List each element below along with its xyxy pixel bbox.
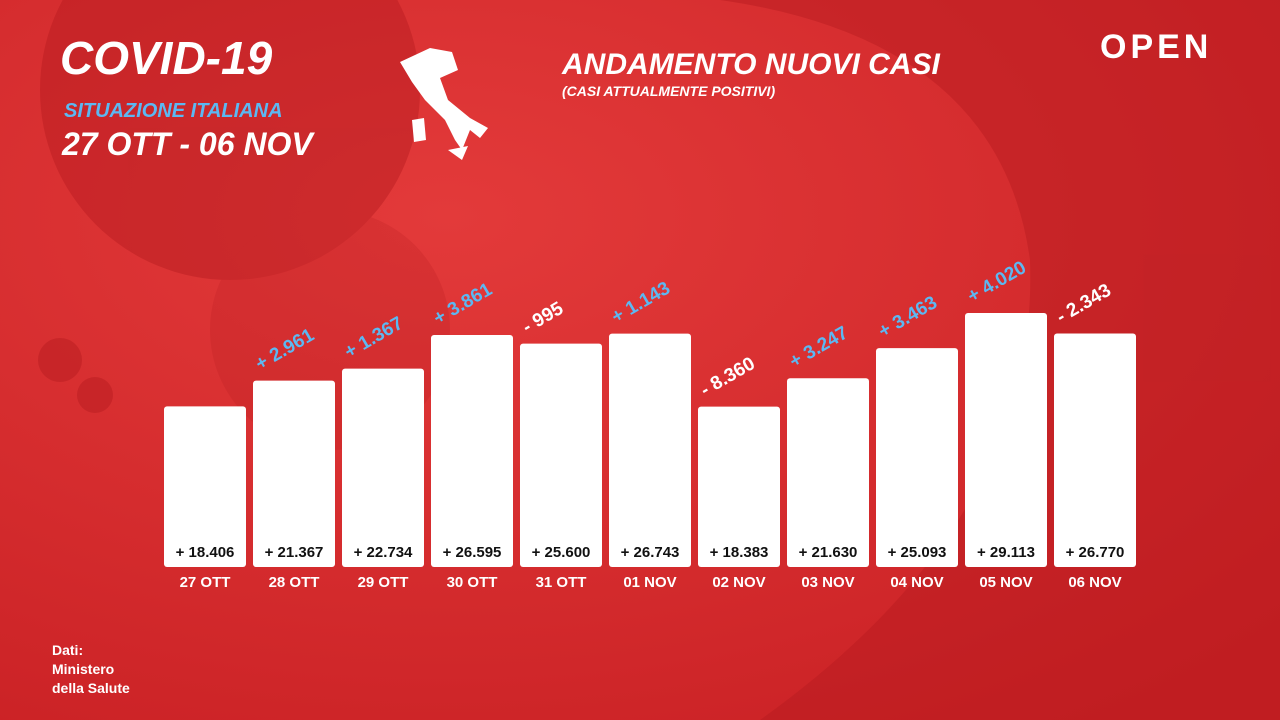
x-tick-label: 05 NOV bbox=[979, 574, 1032, 591]
x-tick-label: 01 NOV bbox=[623, 574, 676, 591]
x-tick-label: 28 OTT bbox=[269, 574, 320, 591]
x-tick-label: 03 NOV bbox=[801, 574, 854, 591]
bar bbox=[164, 406, 246, 567]
x-tick-label: 30 OTT bbox=[447, 574, 498, 591]
value-label: + 29.113 bbox=[977, 544, 1035, 561]
brand-logo: OPEN bbox=[1100, 28, 1212, 66]
value-label: + 21.630 bbox=[799, 544, 858, 561]
source-line: Ministero bbox=[52, 661, 114, 677]
x-tick-label: 29 OTT bbox=[358, 574, 409, 591]
value-label: + 21.367 bbox=[265, 544, 324, 561]
header-period: 27 OTT - 06 NOV bbox=[61, 126, 315, 162]
value-label: + 26.595 bbox=[443, 544, 502, 561]
source-line: Dati: bbox=[52, 642, 83, 658]
value-label: + 26.770 bbox=[1066, 544, 1125, 561]
header-subtitle: SITUAZIONE ITALIANA bbox=[64, 100, 283, 122]
bar bbox=[253, 380, 335, 567]
value-label: + 18.406 bbox=[176, 544, 235, 561]
header-title: COVID-19 bbox=[60, 32, 273, 84]
x-tick-label: 06 NOV bbox=[1068, 574, 1121, 591]
value-label: + 25.600 bbox=[532, 544, 591, 561]
value-label: + 22.734 bbox=[354, 544, 413, 561]
x-tick-label: 31 OTT bbox=[536, 574, 587, 591]
source-line: della Salute bbox=[52, 680, 130, 696]
chart-title: ANDAMENTO NUOVI CASI bbox=[561, 48, 940, 81]
bar bbox=[787, 378, 869, 567]
value-label: + 18.383 bbox=[710, 544, 769, 561]
x-tick-label: 02 NOV bbox=[712, 574, 765, 591]
x-tick-label: 27 OTT bbox=[180, 574, 231, 591]
bar bbox=[342, 368, 424, 567]
value-label: + 25.093 bbox=[888, 544, 947, 561]
x-tick-label: 04 NOV bbox=[890, 574, 943, 591]
italy-map bbox=[400, 48, 488, 160]
value-label: + 26.743 bbox=[621, 544, 680, 561]
bar bbox=[698, 406, 780, 567]
bar bbox=[431, 334, 513, 567]
bar bbox=[1054, 333, 1136, 567]
bar bbox=[609, 333, 691, 567]
bar bbox=[965, 313, 1047, 567]
decoration bbox=[38, 0, 1280, 720]
chart-subtitle: (CASI ATTUALMENTE POSITIVI) bbox=[562, 83, 775, 99]
bar bbox=[520, 343, 602, 567]
bar bbox=[876, 348, 958, 567]
